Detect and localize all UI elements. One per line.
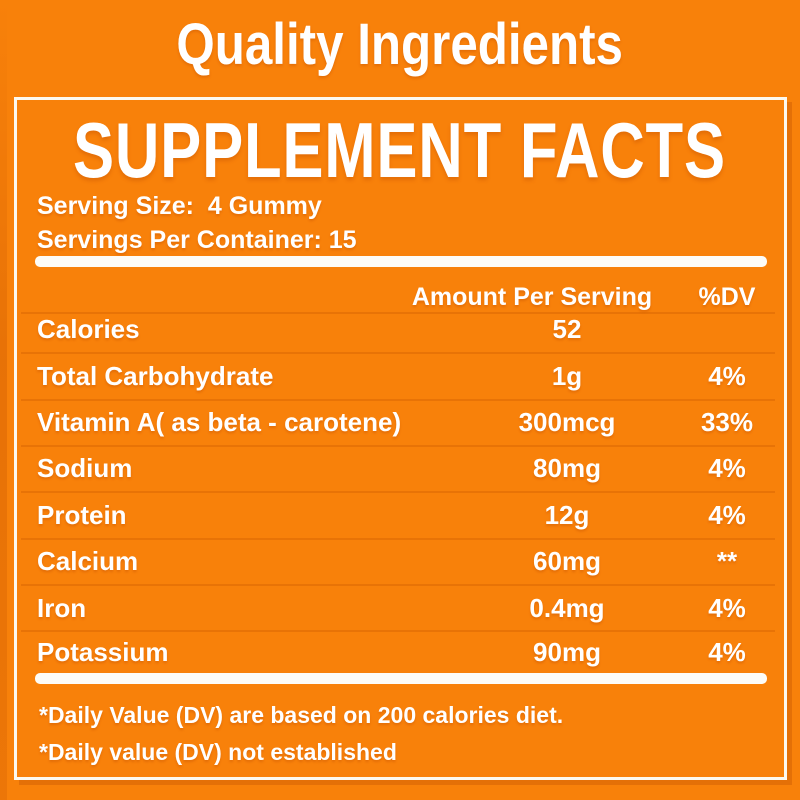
amount-per-serving-header: Amount Per Serving (411, 283, 653, 311)
nutrient-name: Potassium (37, 637, 169, 667)
row-separator (21, 352, 775, 354)
nutrient-dv: 33% (700, 407, 754, 437)
left-edge-shading (0, 0, 7, 800)
table-row: Total Carbohydrate 1g 4% (17, 362, 784, 390)
row-separator (21, 312, 775, 314)
supplement-facts-panel: SUPPLEMENT FACTS Serving Size: 4 Gummy S… (14, 97, 787, 780)
nutrient-dv: ** (716, 546, 738, 576)
nutrient-amount: 60mg (533, 546, 601, 576)
row-separator (21, 445, 775, 447)
table-row: Iron 0.4mg 4% (17, 594, 784, 622)
table-row: Potassium 90mg 4% (17, 638, 784, 666)
percent-dv-header: %DV (698, 283, 756, 311)
nutrient-dv: 4% (708, 500, 746, 530)
nutrient-amount: 90mg (533, 637, 601, 667)
row-separator (21, 491, 775, 493)
page-title-text: Quality Ingredients (176, 12, 624, 77)
nutrient-name: Total Carbohydrate (37, 361, 274, 391)
nutrient-amount: 1g (551, 361, 583, 391)
table-column-headers: Amount Per Serving %DV (17, 283, 784, 311)
supplement-facts-heading: SUPPLEMENT FACTS (73, 104, 800, 196)
page-title: Quality Ingredients (0, 14, 800, 76)
top-divider-bar (35, 256, 767, 267)
row-separator (21, 584, 775, 586)
nutrient-amount: 0.4mg (529, 593, 605, 623)
nutrient-name: Calcium (37, 546, 139, 576)
nutrient-dv: 4% (708, 593, 746, 623)
supplement-facts-heading-text: SUPPLEMENT FACTS (73, 106, 726, 194)
nutrient-dv: 4% (708, 361, 746, 391)
serving-size-line: Serving Size: 4 Gummy (37, 192, 322, 220)
row-separator (21, 630, 775, 632)
not-established-footnote: *Daily value (DV) not established (39, 739, 397, 765)
table-row: Sodium 80mg 4% (17, 454, 784, 482)
daily-value-footnote: *Daily Value (DV) are based on 200 calor… (39, 702, 564, 728)
nutrient-amount: 52 (552, 314, 582, 344)
row-separator (21, 538, 775, 540)
nutrient-dv: 4% (708, 637, 746, 667)
nutrient-dv: 4% (708, 453, 746, 483)
nutrient-name: Vitamin A( as beta - carotene) (37, 407, 402, 437)
nutrient-name: Sodium (37, 453, 133, 483)
table-row: Calcium 60mg ** (17, 547, 784, 575)
servings-per-container-line: Servings Per Container: 15 (37, 226, 357, 254)
row-separator (21, 399, 775, 401)
nutrient-name: Calories (37, 314, 140, 344)
nutrient-name: Protein (37, 500, 127, 530)
table-row: Calories 52 (17, 315, 784, 343)
nutrient-amount: 12g (544, 500, 590, 530)
nutrient-amount: 80mg (533, 453, 601, 483)
nutrient-amount: 300mcg (518, 407, 616, 437)
bottom-divider-bar (35, 673, 767, 684)
table-row: Vitamin A( as beta - carotene) 300mcg 33… (17, 408, 784, 436)
nutrient-name: Iron (37, 593, 87, 623)
table-row: Protein 12g 4% (17, 501, 784, 529)
